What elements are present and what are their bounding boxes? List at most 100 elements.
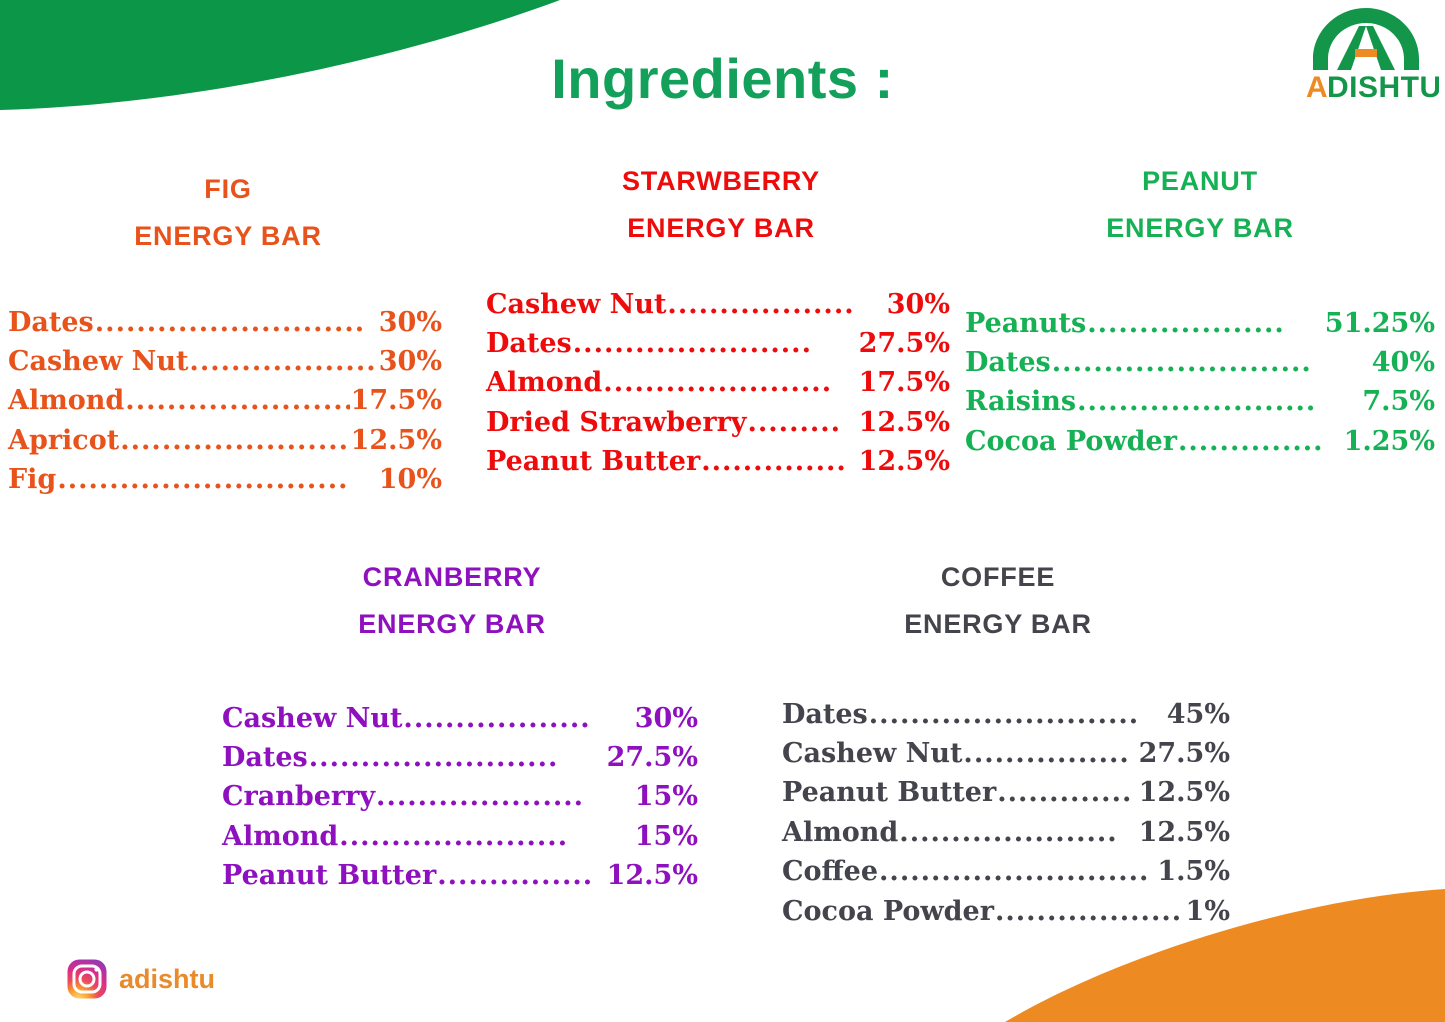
ingredient-percent: 40% (1371, 346, 1435, 378)
ingredient-name: Coffee (782, 856, 879, 888)
logo-arch-icon (1313, 8, 1419, 70)
bar-title-line2: ENERGY BAR (358, 609, 546, 640)
ingredient-name: Cashew Nut (486, 288, 667, 320)
ingredient-name: Almond (8, 385, 125, 417)
bar-title-line1: STARWBERRY (621, 166, 820, 196)
ingredient-row: Apricot....................... 12.5% (8, 421, 448, 460)
ingredient-dot-leader: ...................... (603, 367, 833, 399)
ingredient-name: Peanut Butter (222, 860, 437, 892)
ingredient-name: Dates (8, 306, 94, 338)
ingredient-row: Cashew Nut.................. 30% (222, 699, 698, 738)
ingredient-name: Fig (8, 464, 57, 496)
ingredient-list-coffee: Dates.......................... 45% Cashew… (748, 695, 1248, 931)
bar-block-cranberry: CRANBERRY ENERGY BAR Cashew Nut.........… (206, 554, 698, 896)
ingredient-dot-leader: ............... (437, 860, 594, 892)
ingredient-name: Peanut Butter (486, 446, 701, 478)
instagram-icon[interactable] (66, 958, 108, 1000)
ingredient-row: Dates....................... 27.5% (486, 324, 956, 363)
ingredient-row: Peanut Butter............. 12.5% (782, 773, 1230, 812)
ingredient-dot-leader: .................. (403, 702, 591, 734)
ingredient-list-strawberry: Cashew Nut.................. 30% Dates....… (486, 285, 956, 482)
ingredient-dot-leader: ......... (747, 406, 842, 438)
ingredient-row: Cashew Nut................ 27.5% (782, 734, 1230, 773)
ingredient-percent: 27.5% (858, 327, 950, 359)
ingredient-percent: 1% (1185, 895, 1230, 927)
ingredient-name: Cocoa Powder (782, 895, 994, 927)
ingredient-percent: 30% (634, 702, 698, 734)
ingredient-percent: 17.5% (858, 367, 950, 399)
bar-title-peanut: PEANUT ENERGY BAR (965, 158, 1435, 253)
ingredient-percent: 30% (378, 306, 442, 338)
ingredient-row: Cocoa Powder.............. 1.25% (965, 422, 1435, 461)
ingredient-percent: 27.5% (1138, 737, 1230, 769)
ingredient-row: Coffee.......................... 1.5% (782, 852, 1230, 891)
ingredient-percent: 27.5% (606, 741, 698, 773)
ingredient-dot-leader: ......................... (1051, 346, 1312, 378)
ingredient-name: Peanut Butter (782, 777, 997, 809)
ingredient-name: Apricot (8, 424, 120, 456)
ingredient-name: Almond (222, 820, 339, 852)
ingredient-percent: 12.5% (858, 406, 950, 438)
ingredient-percent: 45% (1166, 698, 1230, 730)
ingredient-name: Dates (222, 741, 308, 773)
ingredient-dot-leader: ...................... (125, 385, 350, 417)
bar-title-line2: ENERGY BAR (627, 213, 815, 244)
ingredient-row: Cashew Nut.................. 30% (486, 285, 956, 324)
ingredient-name: Cashew Nut (222, 702, 403, 734)
bar-title-line1: FIG (204, 174, 252, 204)
bar-title-line1: COFFEE (940, 562, 1056, 592)
ingredient-row: Dates.......................... 45% (782, 695, 1230, 734)
ingredient-percent: 30% (886, 288, 950, 320)
bar-block-coffee: COFFEE ENERGY BAR Dates.................… (748, 554, 1248, 931)
ingredient-dot-leader: ..................... (899, 816, 1118, 848)
ingredient-row: Dates.......................... 30% (8, 303, 448, 342)
adishtu-logo: A DISHTU (1306, 8, 1439, 102)
bar-block-strawberry: STARWBERRY ENERGY BAR Cashew Nut........… (486, 158, 956, 482)
ingredient-percent: 12.5% (1138, 777, 1230, 809)
ingredient-row: Fig............................ 10% (8, 460, 448, 499)
ingredient-dot-leader: .......................... (879, 856, 1150, 888)
ingredient-dot-leader: ................ (963, 737, 1130, 769)
ingredient-list-cranberry: Cashew Nut.................. 30% Dates....… (206, 699, 698, 896)
ingredient-percent: 15% (634, 781, 698, 813)
ingredient-name: Cashew Nut (782, 737, 963, 769)
ingredient-name: Dates (486, 327, 572, 359)
ingredient-dot-leader: ...................... (339, 820, 569, 852)
ingredient-row: Peanut Butter............... 12.5% (222, 856, 698, 895)
ingredient-dot-leader: ............. (997, 777, 1133, 809)
bar-title-cranberry: CRANBERRY ENERGY BAR (206, 554, 698, 649)
ingredient-row: Almond..................... 12.5% (782, 813, 1230, 852)
ingredient-percent: 17.5% (350, 385, 442, 417)
ingredient-dot-leader: ................... (189, 345, 378, 377)
ingredient-dot-leader: ....................... (120, 424, 350, 456)
ingredient-row: Peanut Butter.............. 12.5% (486, 442, 956, 481)
bar-block-peanut: PEANUT ENERGY BAR Peanuts...............… (965, 158, 1435, 461)
ingredient-row: Dates......................... 40% (965, 343, 1435, 382)
ingredient-percent: 1.25% (1343, 425, 1435, 457)
ingredient-dot-leader: .................... (376, 781, 585, 813)
ingredient-percent: 12.5% (858, 446, 950, 478)
ingredient-row: Cashew Nut................... 30% (8, 342, 448, 381)
ingredient-dot-leader: .................. (994, 895, 1183, 927)
ingredient-name: Cashew Nut (8, 345, 189, 377)
ingredient-percent: 12.5% (350, 424, 442, 456)
ingredient-row: Peanuts................... 51.25% (965, 304, 1435, 343)
ingredient-dot-leader: .............. (1177, 425, 1324, 457)
bar-title-fig: FIG ENERGY BAR (8, 166, 448, 261)
ingredient-name: Almond (486, 367, 603, 399)
ingredient-name: Cocoa Powder (965, 425, 1177, 457)
ingredient-dot-leader: ....................... (1077, 386, 1317, 418)
bar-title-line2: ENERGY BAR (904, 609, 1092, 640)
ingredient-row: Almond...................... 15% (222, 817, 698, 856)
ingredient-percent: 12.5% (606, 860, 698, 892)
ingredient-row: Almond...................... 17.5% (8, 381, 448, 420)
ingredient-percent: 30% (378, 345, 442, 377)
ingredient-percent: 15% (634, 820, 698, 852)
bar-title-strawberry: STARWBERRY ENERGY BAR (486, 158, 956, 253)
bar-title-line1: CRANBERRY (362, 562, 542, 592)
ingredient-dot-leader: .................. (667, 288, 855, 320)
instagram-handle[interactable]: adishtu (66, 958, 215, 1000)
ingredient-row: Raisins....................... 7.5% (965, 382, 1435, 421)
ingredient-dot-leader: .......................... (94, 306, 366, 338)
ingredient-list-fig: Dates.......................... 30% Cashew… (8, 303, 448, 500)
